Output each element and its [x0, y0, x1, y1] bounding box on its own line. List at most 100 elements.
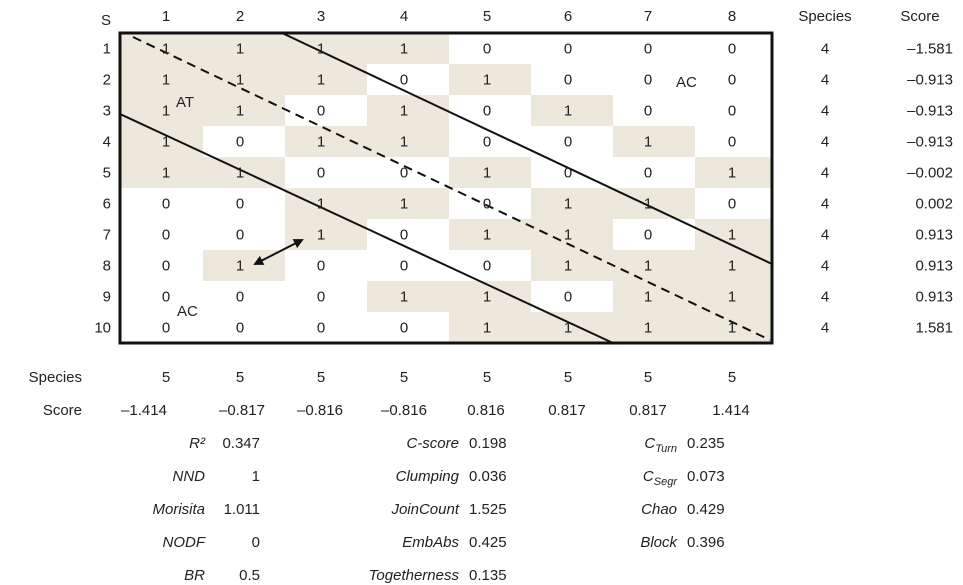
row-number: 4: [103, 134, 111, 151]
matrix-cell-value: 0: [483, 41, 491, 58]
matrix-cell-value: 1: [317, 134, 325, 151]
row-species-count: 4: [821, 320, 829, 337]
stat-value: 0.5: [239, 567, 260, 584]
matrix-cell-value: 1: [644, 258, 652, 275]
column-species-count: 5: [728, 369, 736, 386]
matrix-cell-value: 1: [400, 134, 408, 151]
column-score: 1.414: [712, 402, 750, 419]
matrix-cell-value: 1: [400, 41, 408, 58]
row-species-count: 4: [821, 103, 829, 120]
matrix-cell-value: 1: [483, 320, 491, 337]
stat-name: BR: [184, 567, 205, 584]
row-species-count: 4: [821, 227, 829, 244]
shaded-cell: [531, 250, 613, 281]
shaded-cell: [695, 312, 772, 343]
row-score: 0.002: [915, 196, 953, 213]
row-species-count: 4: [821, 196, 829, 213]
row-number: 6: [103, 196, 111, 213]
matrix-cell-value: 0: [644, 72, 652, 89]
matrix-cell-value: 1: [162, 103, 170, 120]
row-score: –0.002: [907, 165, 953, 182]
matrix-cell-value: 1: [236, 165, 244, 182]
matrix-cell-value: 1: [728, 227, 736, 244]
column-score: 0.817: [629, 402, 667, 419]
matrix-cell-value: 0: [236, 196, 244, 213]
matrix-cell-value: 1: [483, 227, 491, 244]
row-score: 0.913: [915, 289, 953, 306]
matrix-cell-value: 1: [564, 258, 572, 275]
shaded-cell: [613, 312, 695, 343]
matrix-cell-value: 1: [483, 72, 491, 89]
column-species-count: 5: [564, 369, 572, 386]
stat-name: Clumping: [396, 468, 460, 485]
shaded-cell: [449, 312, 531, 343]
matrix-cell-value: 1: [564, 103, 572, 120]
matrix-cell-value: 1: [162, 134, 170, 151]
column-number: 3: [317, 8, 325, 25]
stat-value: 0.198: [469, 435, 507, 452]
matrix-cell-value: 1: [236, 72, 244, 89]
matrix-cell-value: 1: [728, 320, 736, 337]
matrix-cell-value: 1: [400, 196, 408, 213]
matrix-cell-value: 0: [483, 134, 491, 151]
column-score: –0.817: [219, 402, 265, 419]
stat-name: NODF: [163, 534, 206, 551]
matrix-cell-value: 0: [400, 165, 408, 182]
matrix-cell-value: 0: [162, 320, 170, 337]
matrix-cell-value: 0: [162, 227, 170, 244]
matrix-cell-value: 1: [162, 41, 170, 58]
shaded-cell: [367, 33, 449, 64]
matrix-cell-value: 1: [317, 227, 325, 244]
matrix-cell-value: 0: [236, 134, 244, 151]
shaded-cell: [367, 188, 449, 219]
row-species-count: 4: [821, 134, 829, 151]
stat-value: 0.135: [469, 567, 507, 584]
matrix-cell-value: 1: [400, 289, 408, 306]
matrix-cells: [120, 33, 772, 343]
matrix-cell-value: 0: [236, 227, 244, 244]
stat-value: 0.235: [687, 435, 725, 452]
column-number: 5: [483, 8, 491, 25]
matrix-cell-value: 1: [236, 103, 244, 120]
matrix-cell-value: 1: [236, 258, 244, 275]
matrix-cell-value: 0: [400, 227, 408, 244]
matrix-cell-value: 0: [564, 165, 572, 182]
shaded-cell: [203, 33, 285, 64]
matrix-cell-value: 1: [483, 289, 491, 306]
column-species-count: 5: [162, 369, 170, 386]
dashed-diagonal-line: [132, 36, 771, 341]
matrix-cell-value: 1: [644, 289, 652, 306]
shaded-cell: [449, 157, 531, 188]
column-score: –0.816: [297, 402, 343, 419]
matrix-cell-value: 0: [162, 258, 170, 275]
matrix-cell-value: 0: [317, 258, 325, 275]
row-species-count: 4: [821, 165, 829, 182]
stat-name: CTurn: [644, 435, 677, 455]
species-header: Species: [798, 8, 851, 25]
column-number: 1: [162, 8, 170, 25]
matrix-cell-value: 0: [728, 134, 736, 151]
matrix-cell-value: 0: [728, 196, 736, 213]
stat-name: CSegr: [643, 468, 678, 488]
shaded-cell: [120, 126, 203, 157]
matrix-cell-value: 0: [644, 103, 652, 120]
row-score: –0.913: [907, 72, 953, 89]
column-score: 0.816: [467, 402, 505, 419]
matrix-cell-value: 0: [400, 320, 408, 337]
stat-name: NND: [173, 468, 206, 485]
shaded-cell: [449, 64, 531, 95]
stat-value: 0.429: [687, 501, 725, 518]
matrix-cell-value: 1: [564, 227, 572, 244]
stat-name: JoinCount: [390, 501, 459, 518]
matrix-cell-value: 0: [564, 134, 572, 151]
row-number: 8: [103, 258, 111, 275]
matrix-cell-value: 1: [644, 134, 652, 151]
matrix-cell-value: 0: [317, 289, 325, 306]
column-species-count: 5: [644, 369, 652, 386]
matrix-cell-value: 0: [317, 320, 325, 337]
shaded-cell: [613, 250, 695, 281]
matrix-cell-value: 0: [317, 165, 325, 182]
row-number: 9: [103, 289, 111, 306]
row-number: 10: [94, 320, 111, 337]
